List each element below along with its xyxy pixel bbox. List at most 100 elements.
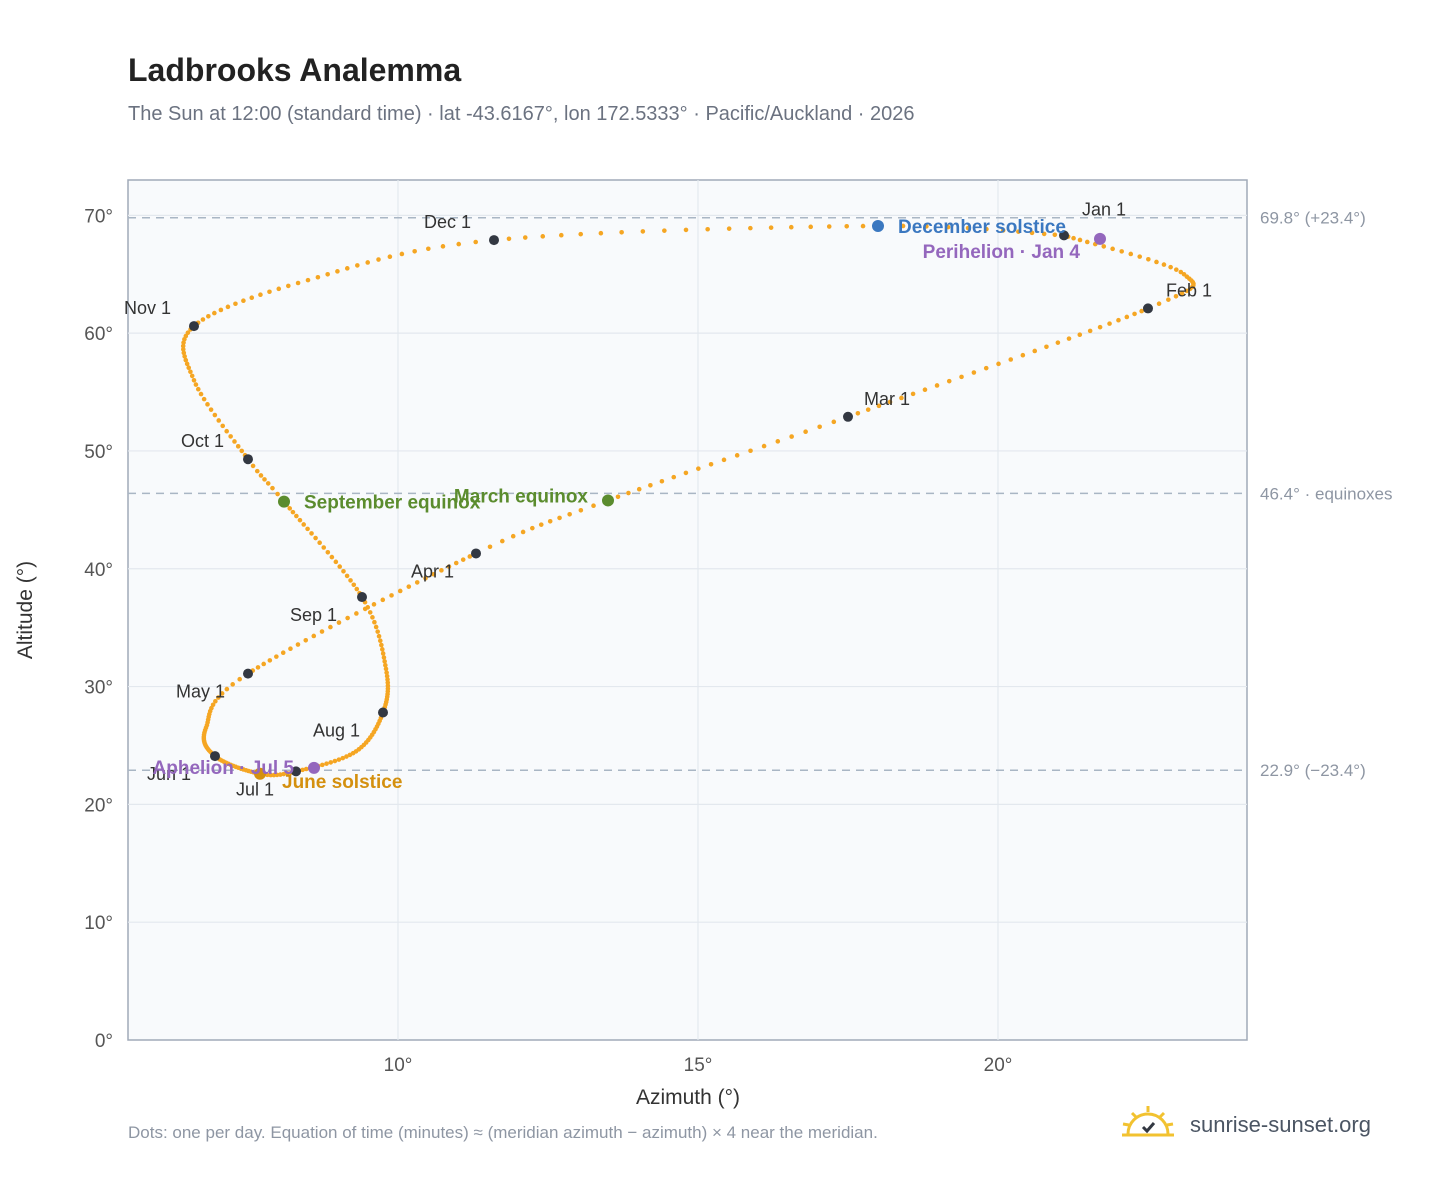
daily-dot xyxy=(193,382,199,387)
daily-dot xyxy=(876,403,882,409)
daily-dot xyxy=(241,298,246,304)
daily-dot xyxy=(789,434,794,439)
daily-dot xyxy=(1077,332,1083,337)
daily-dot xyxy=(1173,267,1179,272)
event-marker xyxy=(278,495,290,508)
daily-dot xyxy=(321,545,327,550)
daily-dot xyxy=(208,407,214,412)
daily-dot xyxy=(371,602,377,607)
daily-dot xyxy=(540,234,546,239)
daily-dot xyxy=(370,615,375,620)
daily-dot xyxy=(344,266,350,271)
month-label: May 1 xyxy=(176,682,225,702)
daily-dot xyxy=(467,554,473,559)
month-label: Jan 1 xyxy=(1082,199,1126,219)
daily-dot xyxy=(683,470,689,476)
daily-dot xyxy=(333,559,339,565)
daily-dot xyxy=(721,457,727,463)
daily-dot xyxy=(971,370,977,375)
daily-dot xyxy=(335,269,340,274)
daily-dot xyxy=(983,365,989,371)
daily-dot xyxy=(636,486,642,492)
daily-dot xyxy=(290,509,296,515)
brand-logo[interactable]: sunrise-sunset.org xyxy=(1120,1100,1390,1150)
daily-dot xyxy=(329,554,335,560)
daily-dot xyxy=(354,611,359,616)
daily-dot xyxy=(230,682,235,687)
daily-dot xyxy=(382,659,387,664)
daily-dot xyxy=(446,564,452,569)
daily-dot xyxy=(376,257,381,262)
daily-dot xyxy=(855,410,861,416)
daily-dot xyxy=(431,571,436,577)
daily-dot xyxy=(414,580,420,585)
daily-dot xyxy=(182,354,187,359)
daily-dot xyxy=(683,227,689,233)
daily-dot xyxy=(287,506,293,511)
daily-dot xyxy=(615,494,621,500)
daily-dot xyxy=(865,407,871,412)
daily-dot xyxy=(328,760,334,765)
daily-dot xyxy=(406,584,412,589)
daily-dot xyxy=(239,448,245,454)
daily-dot xyxy=(530,525,535,531)
event-marker xyxy=(872,219,884,232)
daily-dot xyxy=(379,642,384,648)
daily-dot xyxy=(219,691,225,696)
daily-dot xyxy=(212,310,217,316)
daily-dot xyxy=(922,387,928,392)
daily-dot xyxy=(1146,257,1151,262)
daily-dot xyxy=(348,578,353,583)
daily-dot xyxy=(373,624,379,630)
daily-dot xyxy=(538,522,544,527)
daily-dot xyxy=(748,448,753,454)
month-marker xyxy=(378,707,388,718)
daily-dot xyxy=(281,771,287,777)
daily-dot xyxy=(500,538,505,544)
daily-dot xyxy=(313,535,318,541)
daily-dot xyxy=(372,619,377,625)
daily-dot xyxy=(354,586,360,592)
daily-dot xyxy=(301,522,307,527)
daily-dot xyxy=(808,224,814,230)
daily-dot xyxy=(320,762,325,768)
footnote: Dots: one per day. Equation of time (min… xyxy=(128,1123,878,1142)
daily-dot xyxy=(860,223,866,229)
daily-dot xyxy=(328,624,333,630)
daily-dot xyxy=(671,474,677,480)
daily-dot xyxy=(598,230,604,236)
daily-dot xyxy=(303,638,309,643)
daily-dot xyxy=(376,633,382,639)
daily-dot xyxy=(640,229,646,234)
month-marker xyxy=(1059,230,1069,241)
daily-dot xyxy=(220,423,226,429)
month-label: Oct 1 xyxy=(181,431,224,451)
daily-dot xyxy=(224,428,229,434)
month-label: Jun 1 xyxy=(147,764,191,784)
y-tick-label: 70° xyxy=(84,206,113,227)
daily-dot xyxy=(708,461,714,467)
daily-dot xyxy=(275,491,280,497)
daily-dot xyxy=(232,439,237,444)
month-marker xyxy=(243,668,253,679)
daily-dot xyxy=(456,241,462,247)
daily-dot xyxy=(1020,352,1026,358)
daily-dot xyxy=(399,251,405,257)
daily-dot xyxy=(1154,259,1159,265)
daily-dot xyxy=(319,629,325,634)
event-markers: December solstice Perihelion · Jan 4 March… xyxy=(153,217,1106,793)
month-label: Jul 1 xyxy=(236,779,274,799)
daily-dot xyxy=(341,568,346,574)
daily-dot xyxy=(336,620,342,625)
daily-dot xyxy=(270,485,275,491)
daily-dot xyxy=(567,511,572,517)
y-tick-label: 20° xyxy=(84,795,113,816)
daily-dot xyxy=(183,357,189,363)
daily-dot xyxy=(487,544,493,550)
daily-dot xyxy=(1084,239,1090,245)
daily-dot xyxy=(520,529,526,535)
daily-dot xyxy=(267,289,272,295)
daily-dot xyxy=(268,772,274,778)
daily-dot xyxy=(1166,297,1171,302)
daily-dot xyxy=(286,283,291,289)
